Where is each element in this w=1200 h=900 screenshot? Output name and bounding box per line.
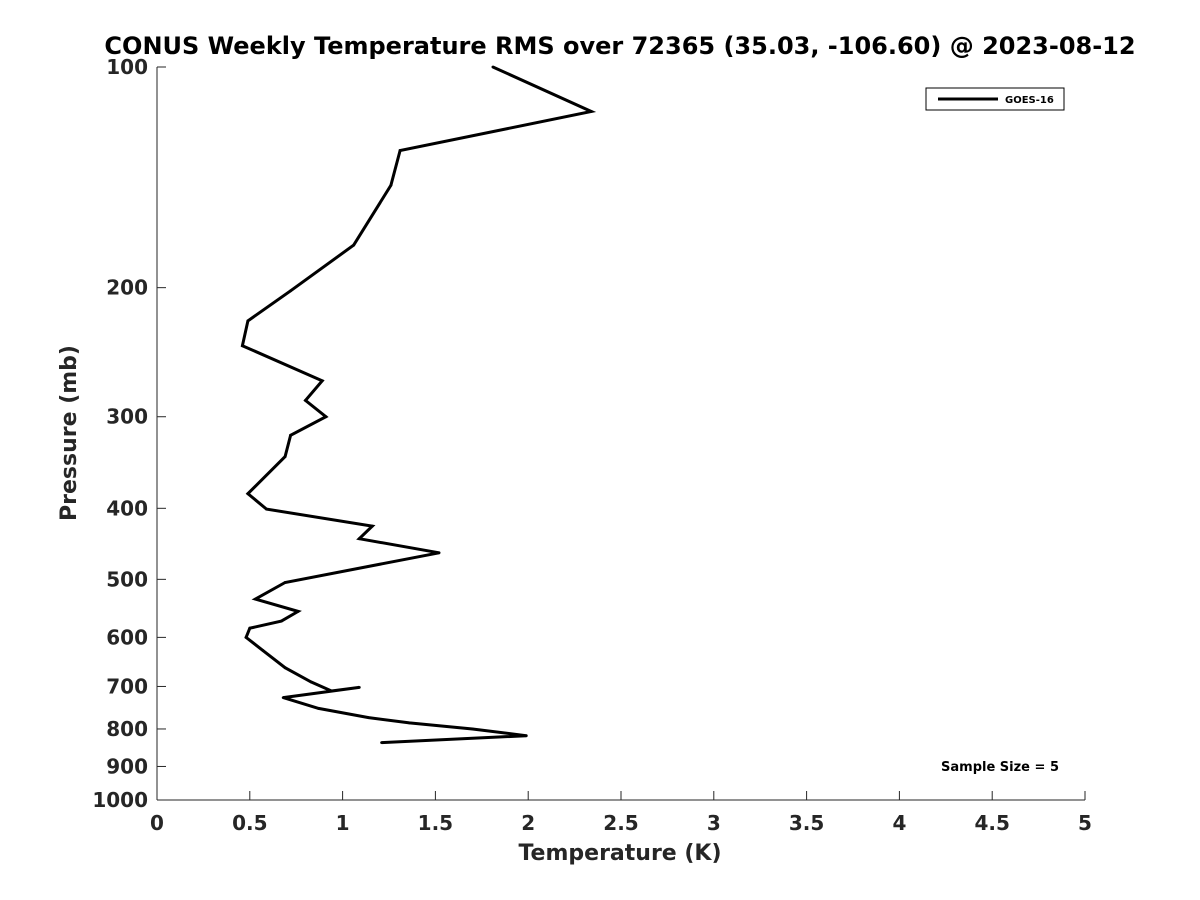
x-tick-label: 0 <box>150 811 164 835</box>
data-point <box>380 741 383 744</box>
y-tick-label: 500 <box>106 567 148 591</box>
data-point <box>280 619 283 623</box>
data-point <box>357 686 361 689</box>
x-tick-label: 1 <box>336 811 350 835</box>
data-point <box>398 149 402 152</box>
data-point <box>357 537 361 541</box>
x-tick-label: 2 <box>521 811 535 835</box>
x-axis-label: Temperature (K) <box>518 841 721 866</box>
data-point <box>246 492 250 496</box>
data-point <box>304 399 307 402</box>
x-tick-label: 4 <box>892 811 906 835</box>
data-point <box>370 524 374 528</box>
data-point <box>289 433 292 437</box>
x-tick-label: 2.5 <box>603 811 638 835</box>
data-point <box>491 65 495 69</box>
y-tick-label: 1000 <box>92 788 148 812</box>
data-point <box>352 243 356 247</box>
y-tick-label: 200 <box>106 276 148 300</box>
data-point <box>289 289 292 293</box>
data-point <box>296 610 300 613</box>
data-point <box>320 379 324 383</box>
data-point <box>254 597 257 601</box>
x-tick-label: 4.5 <box>974 811 1009 835</box>
data-point <box>330 689 333 693</box>
x-tick-label: 3 <box>707 811 721 835</box>
y-tick-label: 900 <box>106 754 148 778</box>
data-point <box>309 680 313 684</box>
y-tick-label: 300 <box>106 405 148 429</box>
data-point <box>471 727 474 731</box>
data-point <box>589 110 593 113</box>
series-line-goes-16 <box>240 65 597 745</box>
data-point <box>246 319 250 323</box>
y-tick-label: 700 <box>106 674 148 698</box>
data-point <box>283 455 287 458</box>
legend: GOES-16 <box>925 87 1065 111</box>
x-tick-label: 3.5 <box>789 811 824 835</box>
y-tick-label: 100 <box>106 55 148 79</box>
y-tick-label: 600 <box>106 625 148 649</box>
y-tick-label: 400 <box>106 496 148 520</box>
data-point <box>437 551 441 555</box>
data-point <box>241 344 244 348</box>
plot-area <box>240 65 597 745</box>
data-point <box>283 581 287 584</box>
sample-size-annotation: Sample Size = 5 <box>941 760 1059 775</box>
data-point <box>248 626 252 630</box>
axes: 0 0.5 1 1.5 2 2.5 3 3.5 4 4.5 5 100 200 300 400 500 600 7… <box>92 55 1092 835</box>
x-tick-label: 0.5 <box>232 811 267 835</box>
data-point <box>317 707 320 710</box>
y-tick-label: 800 <box>106 717 148 741</box>
data-point <box>324 415 328 419</box>
legend-label-goes-16: GOES-16 <box>1005 95 1054 106</box>
data-point <box>389 183 393 187</box>
data-point <box>367 716 370 719</box>
data-point <box>408 721 411 725</box>
data-point <box>524 734 528 738</box>
data-point <box>283 666 287 670</box>
data-point <box>261 649 265 652</box>
chart-title: CONUS Weekly Temperature RMS over 72365 … <box>104 32 1135 60</box>
data-point <box>265 507 268 511</box>
x-tick-label: 1.5 <box>418 811 453 835</box>
y-axis-label: Pressure (mb) <box>57 345 82 521</box>
data-point <box>281 696 285 699</box>
data-point <box>244 636 248 639</box>
x-tick-label: 5 <box>1078 811 1092 835</box>
